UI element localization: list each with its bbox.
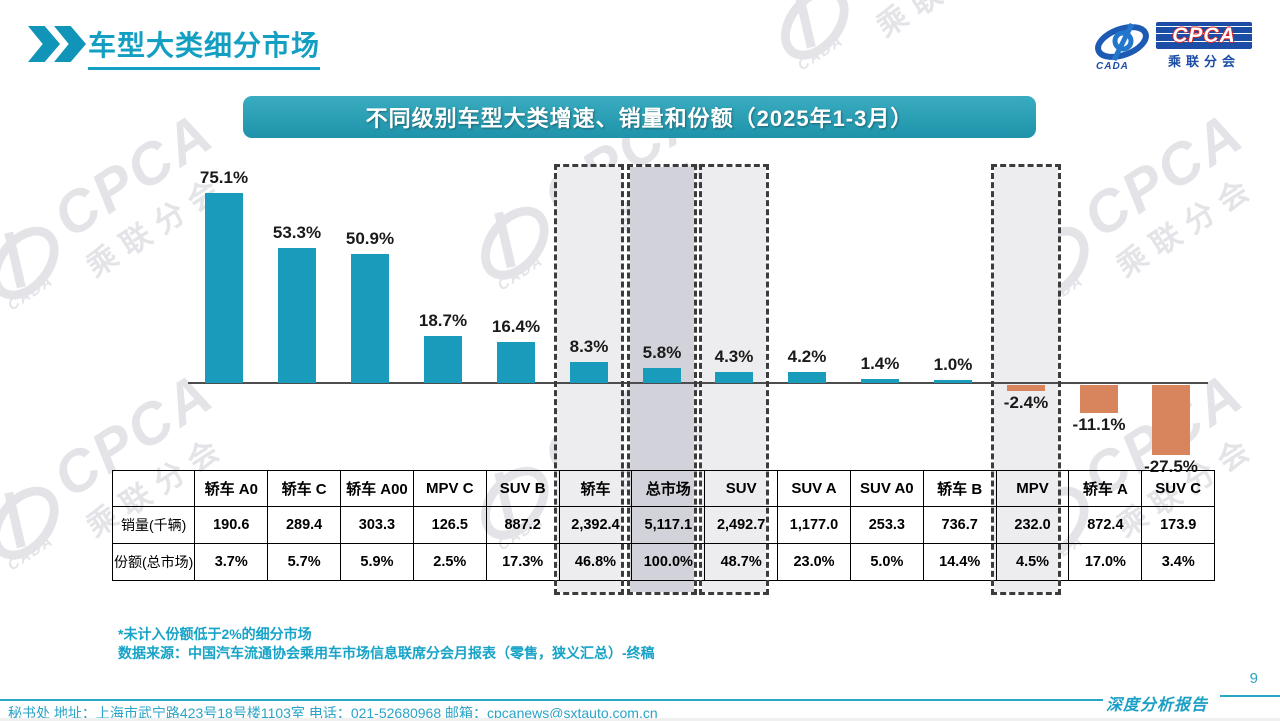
cpca-logo-mark-icon: CADA (1094, 20, 1152, 72)
table-header-总市场: 总市场 (631, 470, 706, 507)
table-cell: 14.4% (922, 543, 997, 581)
table-header-MPV: MPV (995, 470, 1070, 507)
table-cell: 253.3 (849, 506, 924, 544)
table-row-label: 份额(总市场) (111, 543, 196, 581)
table-cell: 17.0% (1068, 543, 1143, 581)
table-header-轿车 A: 轿车 A (1068, 470, 1143, 507)
cpca-watermark-logo-icon: CADA (0, 466, 80, 580)
bar-SUV B (497, 342, 535, 383)
bar-value-label: 18.7% (418, 311, 468, 330)
cpca-logo-subtitle: 乘联分会 (1167, 54, 1240, 69)
table-header-SUV A: SUV A (777, 470, 851, 507)
bar-轿车 A00 (351, 254, 389, 383)
table-cell: 5,117.1 (631, 506, 706, 544)
table-header-SUV C: SUV C (1141, 470, 1216, 507)
footer-rule-left (0, 699, 1103, 701)
table-cell: 303.3 (340, 506, 414, 544)
table-row-label: 销量(千辆) (111, 506, 196, 544)
cpca-watermark: CADA CPCA 乘联分会 (754, 0, 1038, 98)
table-cell: 5.7% (267, 543, 342, 581)
bar-SUV A0 (861, 379, 899, 383)
table-header-MPV C: MPV C (412, 470, 487, 507)
table-cell: 173.9 (1141, 506, 1216, 544)
table-cell: 17.3% (485, 543, 560, 581)
x-axis-line (188, 382, 1208, 384)
table-cell: 232.0 (995, 506, 1070, 544)
table-corner-cell (111, 470, 196, 507)
bar-value-label: -11.1% (1072, 415, 1126, 434)
table-header-轿车 A00: 轿车 A00 (340, 470, 414, 507)
cpca-watermark-logo-icon: CADA (454, 186, 570, 300)
table-cell: 126.5 (412, 506, 487, 544)
page-number: 9 (1249, 670, 1258, 687)
table-cell: 887.2 (485, 506, 560, 544)
table-cell: 2,492.7 (704, 506, 779, 544)
bar-value-label: 16.4% (491, 317, 541, 336)
bar-MPV (1007, 385, 1045, 391)
bar-轿车 B (934, 380, 972, 383)
cpca-watermark-logo-icon: CADA (754, 0, 870, 79)
table-cell: 5.0% (849, 543, 924, 581)
table-header-SUV A0: SUV A0 (849, 470, 924, 507)
table-cell: 2.5% (412, 543, 487, 581)
table-header-SUV B: SUV B (485, 470, 560, 507)
table-cell: 289.4 (267, 506, 342, 544)
bar-value-label: 8.3% (569, 337, 609, 356)
table-cell: 1,177.0 (777, 506, 851, 544)
table-cell: 100.0% (631, 543, 706, 581)
bar-轿车 A0 (205, 193, 243, 383)
table-header-轿车 C: 轿车 C (267, 470, 342, 507)
table-header-轿车 A0: 轿车 A0 (194, 470, 269, 507)
table-header-轿车 B: 轿车 B (922, 470, 997, 507)
table-cell: 23.0% (777, 543, 851, 581)
table-header-轿车: 轿车 (558, 470, 633, 507)
footer-contact-info: 秘书处 地址：上海市武宁路423号18号楼1103室 电话：021-526809… (8, 705, 658, 721)
table-header-SUV: SUV (704, 470, 779, 507)
table-cell: 872.4 (1068, 506, 1143, 544)
segment-data-table: 轿车 A0 轿车 C 轿车 A00 MPV C SUV B 轿车 总市场 SUV SUV A SU… (111, 470, 1216, 581)
bar-value-label: 5.8% (642, 343, 682, 362)
bar-value-label: -2.4% (1003, 393, 1049, 412)
page-title: 车型大类细分市场 (88, 24, 321, 70)
footnote-data-source: 数据来源：中国汽车流通协会乘用车市场信息联席分会月报表（零售，狭义汇总）-终稿 (118, 645, 655, 661)
bar-value-label: 1.4% (860, 354, 900, 373)
bar-SUV (715, 372, 753, 383)
bar-value-label: 4.3% (714, 347, 754, 366)
table-cell: 3.4% (1141, 543, 1216, 581)
bar-value-label: 50.9% (345, 229, 395, 248)
table-cell: 4.5% (995, 543, 1070, 581)
double-chevron-icon (28, 26, 86, 62)
bar-value-label: 75.1% (199, 168, 249, 187)
bar-SUV A (788, 372, 826, 383)
footnote-share-threshold: *未计入份额低于2%的细分市场 (118, 626, 312, 642)
bar-value-label: 53.3% (272, 223, 322, 242)
bar-轿车 A (1080, 385, 1118, 413)
table-cell: 190.6 (194, 506, 269, 544)
bar-MPV C (424, 336, 462, 383)
table-cell: 48.7% (704, 543, 779, 581)
bar-总市场 (643, 368, 681, 383)
table-cell: 2,392.4 (558, 506, 633, 544)
bar-轿车 C (278, 248, 316, 383)
table-cell: 736.7 (922, 506, 997, 544)
cpca-watermark-logo-icon: CADA (0, 206, 80, 320)
chart-title: 不同级别车型大类增速、销量和份额（2025年1-3月） (365, 106, 914, 131)
table-cell: 5.9% (340, 543, 414, 581)
cpca-logo: CADA CPCA 乘联分会 (1094, 20, 1252, 72)
bar-value-label: 4.2% (787, 347, 827, 366)
bar-轿车 (570, 362, 608, 383)
table-cell: 3.7% (194, 543, 269, 581)
table-cell: 46.8% (558, 543, 633, 581)
bar-SUV C (1152, 385, 1190, 455)
report-type-label: 深度分析报告 (1106, 697, 1209, 714)
bar-value-label: 1.0% (933, 355, 973, 374)
footer-rule-right (1220, 695, 1280, 697)
bottom-strip (0, 718, 1280, 721)
chart-title-bar: 不同级别车型大类增速、销量和份额（2025年1-3月） (243, 96, 1036, 138)
cpca-logo-wordmark: CPCA (1156, 22, 1252, 49)
